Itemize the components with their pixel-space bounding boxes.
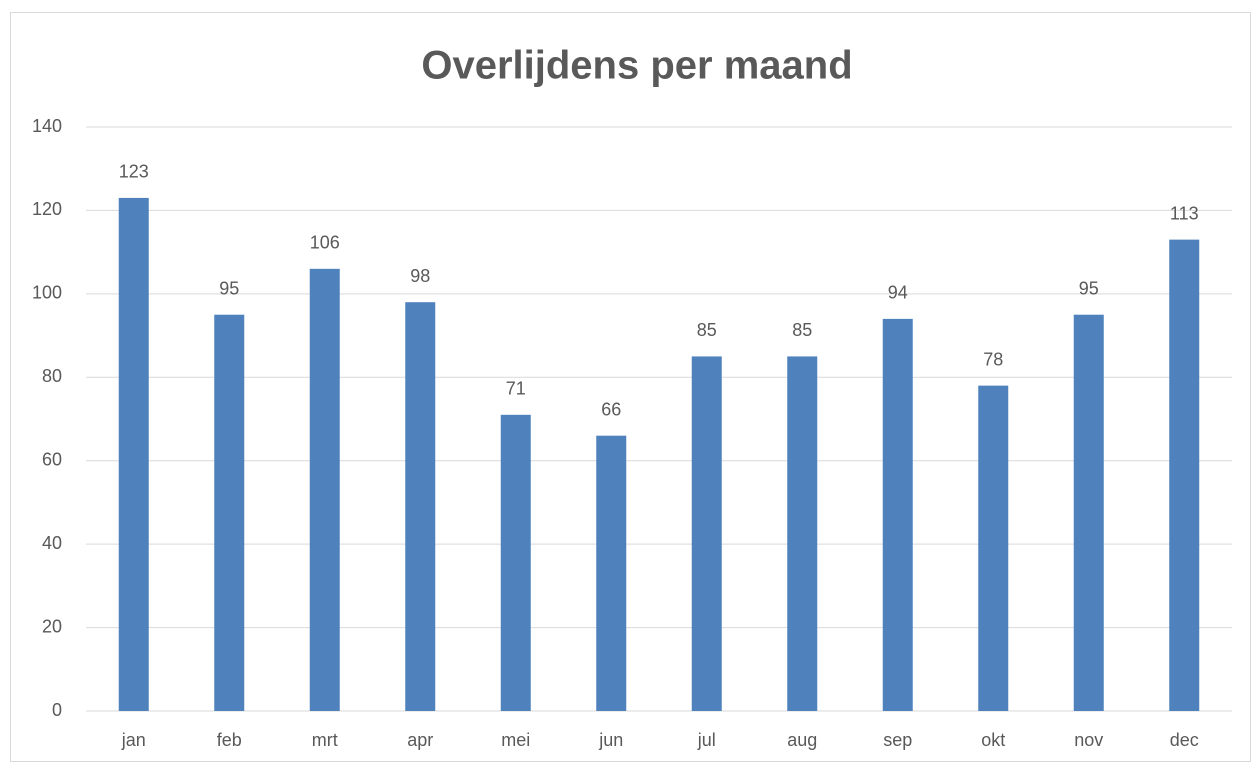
- bar: [1169, 239, 1200, 711]
- data-label: 85: [697, 320, 717, 340]
- data-label: 113: [1170, 203, 1199, 223]
- bar: [691, 356, 722, 711]
- y-tick-label: 100: [32, 283, 62, 303]
- data-label: 85: [792, 320, 812, 340]
- y-tick-label: 40: [42, 533, 62, 553]
- data-label: 95: [219, 278, 239, 298]
- x-tick-label: aug: [787, 730, 817, 750]
- x-tick-label: jun: [598, 730, 623, 750]
- x-tick-label: apr: [407, 730, 433, 750]
- chart-border: [10, 12, 1251, 762]
- y-tick-label: 20: [42, 616, 62, 636]
- bar: [405, 302, 436, 711]
- bar: [500, 414, 531, 711]
- data-label: 95: [1079, 278, 1099, 298]
- chart-title: Overlijdens per maand: [421, 44, 852, 88]
- y-tick-label: 60: [42, 449, 62, 469]
- data-label: 94: [888, 283, 908, 303]
- x-tick-label: nov: [1074, 730, 1103, 750]
- x-tick-label: jul: [697, 730, 716, 750]
- bar: [214, 314, 245, 711]
- y-tick-label: 80: [42, 366, 62, 386]
- bar: [1073, 314, 1104, 711]
- x-tick-label: sep: [883, 730, 912, 750]
- y-tick-label: 140: [32, 116, 62, 136]
- data-label: 98: [410, 266, 430, 286]
- bar: [309, 268, 340, 711]
- data-label: 106: [310, 233, 340, 253]
- bar: [882, 318, 913, 711]
- data-label: 71: [506, 379, 526, 399]
- x-tick-label: okt: [981, 730, 1005, 750]
- x-tick-label: dec: [1170, 730, 1199, 750]
- data-label: 66: [601, 399, 621, 419]
- x-tick-label: mei: [501, 730, 530, 750]
- y-tick-label: 0: [52, 700, 62, 720]
- bar: [596, 435, 627, 711]
- data-label: 123: [119, 162, 149, 182]
- data-label: 78: [983, 349, 1003, 369]
- x-tick-label: feb: [217, 730, 242, 750]
- x-tick-label: mrt: [312, 730, 338, 750]
- bar: [978, 385, 1009, 711]
- x-tick-label: jan: [121, 730, 146, 750]
- bar: [118, 197, 149, 711]
- bar: [787, 356, 818, 711]
- y-tick-label: 120: [32, 199, 62, 219]
